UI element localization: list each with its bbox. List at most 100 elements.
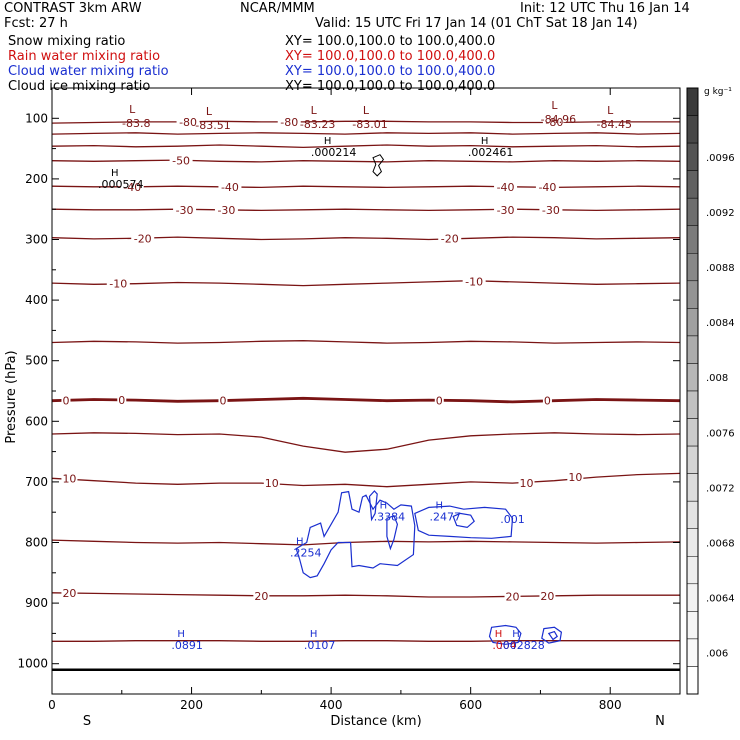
cloud-water-label: .001 <box>500 513 525 526</box>
y-tick-label: 1000 <box>17 657 48 671</box>
low-marker: L <box>607 104 614 117</box>
temperature-contour-label: -40 <box>221 181 239 194</box>
temperature-contour-label: 20 <box>254 590 268 603</box>
colorbar-swatch <box>686 115 699 144</box>
contour-label-bg <box>539 203 563 215</box>
colorbar-tick-label: .0064 <box>706 594 735 605</box>
high-value: .002828 <box>499 639 545 652</box>
cloud-water-contour <box>541 626 563 644</box>
colorbar-swatch <box>686 556 699 585</box>
temperature-contour-line <box>52 236 680 241</box>
contour-label-bg <box>61 394 71 406</box>
colorbar-unit: g kg⁻¹ <box>704 87 732 97</box>
low-value: -83.01 <box>352 118 387 131</box>
high-value: .3384 <box>374 511 406 524</box>
temperature-contour-label: 0 <box>544 395 551 408</box>
low-value: -84.96 <box>541 113 576 126</box>
contour-label-bg <box>176 115 200 127</box>
contour-label-bg <box>253 589 270 601</box>
contour-label-bg <box>61 472 78 484</box>
temperature-contour-label: -40 <box>538 181 556 194</box>
contour-label-bg <box>438 232 462 244</box>
high-marker: H <box>380 501 388 512</box>
high-value: .2477 <box>430 511 462 524</box>
temperature-contour-label: 10 <box>519 477 533 490</box>
contour-label-bg <box>518 477 535 489</box>
temperature-contour-line <box>52 280 680 287</box>
plot-area: -80 -80 -80 -50 -40 -40 -40 -40 -30 -30 -30 -30 -20 -… <box>52 115 680 672</box>
colorbar-tick-label: .0076 <box>706 428 735 439</box>
high-marker: H <box>512 629 520 640</box>
colorbar-swatch <box>686 666 699 695</box>
colorbar-tick-label: .0092 <box>706 208 735 219</box>
temperature-contour-label: -50 <box>172 155 190 168</box>
legend-cloudwater-xy: XY= 100.0,100.0 to 100.0,400.0 <box>285 64 496 79</box>
temperature-contour-label: -10 <box>109 278 127 291</box>
temperature-contour-label: -30 <box>497 204 515 217</box>
y-tick-label: 300 <box>25 233 48 247</box>
y-tick-label: 100 <box>25 111 48 125</box>
high-value: .000214 <box>311 146 357 159</box>
y-tick-label: 500 <box>25 354 48 368</box>
temperature-contour-line <box>52 132 680 135</box>
contour-label-bg <box>539 589 556 601</box>
colorbar-swatch <box>686 473 699 502</box>
contour-label-bg <box>494 203 518 215</box>
contour-label-bg <box>169 154 193 166</box>
x-axis-title: Distance (km) <box>330 714 421 729</box>
low-marker: L <box>311 104 318 117</box>
low-marker: L <box>129 103 136 116</box>
low-value: -83.51 <box>195 119 230 132</box>
y-tick-label: 200 <box>25 172 48 186</box>
high-value: .004 <box>492 639 517 652</box>
cloud-water-contour <box>368 490 378 522</box>
contour-label-bg <box>61 586 78 598</box>
colorbar-swatch <box>686 445 699 474</box>
temperature-contour-label: -30 <box>542 204 560 217</box>
low-value: -84.45 <box>596 118 631 131</box>
temperature-contour-label: 10 <box>62 472 76 485</box>
contour-label-bg <box>263 477 280 489</box>
x-tick-label: 400 <box>320 698 343 712</box>
colorbar-tick-label: .0088 <box>706 263 735 274</box>
temperature-contour-label: -20 <box>134 232 152 245</box>
high-marker: H <box>495 629 503 640</box>
contour-label-bg <box>434 394 444 406</box>
plot-frame <box>51 87 681 695</box>
colorbar-swatch <box>686 197 699 226</box>
temperature-contour-label: 20 <box>540 590 554 603</box>
colorbar-swatch <box>686 142 699 171</box>
legend-cloudice-xy: XY= 100.0,100.0 to 100.0,400.0 <box>285 79 496 94</box>
low-value: -83.8 <box>122 117 150 130</box>
y-axis-title: Pressure (hPa) <box>4 350 19 443</box>
temperature-contour-line <box>52 432 680 453</box>
contour-label-bg <box>494 180 518 192</box>
high-marker: H <box>177 629 185 640</box>
cloud-water-contour <box>488 624 522 645</box>
colorbar-swatch <box>686 87 699 116</box>
x-tick-label: 0 <box>48 698 56 712</box>
temperature-contour-label: -80 <box>545 116 563 129</box>
colorbar-swatch <box>686 363 699 392</box>
temperature-contour-line <box>52 120 680 124</box>
colorbar-tick-label: .0084 <box>706 318 735 329</box>
temperature-contour-label: -80 <box>179 116 197 129</box>
colorbar-swatch <box>686 335 699 364</box>
snow-contour <box>372 154 385 177</box>
temperature-contour-label: -30 <box>217 204 235 217</box>
contour-label-bg <box>106 277 130 289</box>
contour-label-bg <box>218 180 242 192</box>
contour-label-bg <box>120 180 144 192</box>
y-tick-label: 700 <box>25 475 48 489</box>
temperature-contour-line <box>52 472 680 488</box>
x-tick-label: 200 <box>180 698 203 712</box>
colorbar-swatch <box>686 225 699 254</box>
init-time: Init: 12 UTC Thu 16 Jan 14 <box>520 1 690 16</box>
temperature-contour-label: 0 <box>118 394 125 407</box>
y-tick-label: 900 <box>25 596 48 610</box>
colorbar-tick-label: .0072 <box>706 483 735 494</box>
cloud-water-contour <box>547 630 558 641</box>
colorbar-swatch <box>686 253 699 282</box>
temperature-contour-label: -40 <box>123 181 141 194</box>
contour-label-bg <box>173 203 197 215</box>
